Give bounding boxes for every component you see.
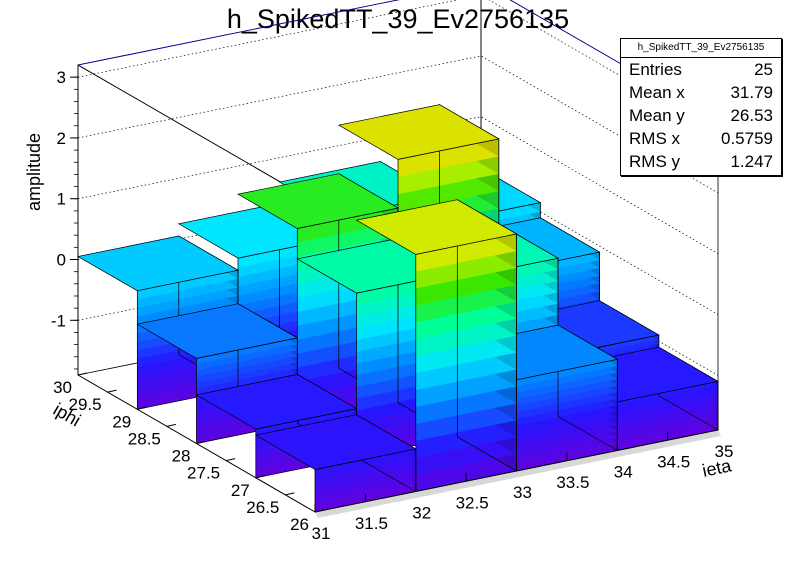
z-gridline (77, 0, 719, 133)
stats-row: Mean y 26.53 (621, 104, 781, 127)
y-tick (196, 441, 206, 444)
floor-strip (315, 430, 721, 518)
y-tick-label: 27.5 (187, 464, 220, 483)
top-edge (77, 64, 316, 203)
y-tick-label: 28 (172, 447, 191, 466)
stats-row: RMS x 0.5759 (621, 127, 781, 150)
z-axis-title: amplitude (24, 133, 44, 211)
x-tick-label: 34 (614, 463, 633, 482)
y-tick (226, 458, 236, 462)
y-tick-label: 28.5 (128, 429, 161, 448)
y-tick (107, 389, 117, 393)
z-gridline (77, 55, 719, 194)
z-tick-label: 1 (57, 190, 66, 209)
lego-bar (254, 414, 417, 513)
bar-top (237, 173, 399, 229)
stats-value: 26.53 (730, 106, 773, 125)
stats-label: Mean x (629, 83, 685, 102)
stats-row: Mean x 31.79 (621, 81, 781, 104)
x-tick-label: 31 (312, 524, 331, 543)
y-tick-label: 27 (231, 481, 250, 500)
y-tick (137, 406, 147, 410)
x-tick-label: 32 (412, 504, 431, 523)
stats-value: 0.5759 (721, 129, 773, 148)
top-back-edge (77, 0, 400, 66)
lego-bar (355, 199, 518, 492)
y-tick (255, 475, 265, 479)
lego-bar (456, 324, 619, 472)
x-tick-label: 32.5 (456, 493, 489, 512)
stats-label: RMS x (629, 129, 680, 148)
bar-top (337, 104, 500, 160)
y-tick (314, 509, 325, 513)
plot-title: h_SpikedTT_39_Ev2756135 (226, 4, 570, 34)
axes: 3131.53232.53333.53434.5352626.52727.528… (24, 65, 734, 543)
x-tick-label: 35 (715, 442, 734, 461)
z-gridline (77, 116, 719, 255)
y-tick-label: 26.5 (246, 498, 279, 517)
stats-value: 25 (754, 60, 773, 79)
stats-label: RMS y (629, 152, 680, 171)
stats-box-name: h_SpikedTT_39_Ev2756135 (621, 39, 781, 58)
x-tick-label: 34.5 (657, 452, 690, 471)
stats-row: Entries 25 (621, 58, 781, 81)
bar-top (77, 235, 239, 292)
y-tick-label: 29 (112, 412, 131, 431)
y-tick-label: 26 (290, 515, 309, 534)
lego-bars (77, 103, 719, 513)
z-tick-label: 3 (57, 68, 66, 87)
stats-value: 1.247 (730, 152, 773, 171)
y-tick (77, 372, 88, 376)
bar-top (136, 303, 299, 359)
x-tick-label: 31.5 (355, 514, 388, 533)
y-tick (166, 423, 176, 427)
z-tick-label: -1 (51, 311, 66, 330)
stats-label: Mean y (629, 106, 685, 125)
x-axis-title: ieta (700, 455, 734, 481)
y-tick (285, 492, 295, 496)
bar-top (195, 374, 358, 430)
stats-row: RMS y 1.247 (621, 150, 781, 173)
y-tick-label: 30 (53, 378, 72, 397)
stats-label: Entries (629, 60, 682, 79)
stats-value: 31.79 (730, 83, 773, 102)
bar-top (355, 199, 518, 255)
stats-box: h_SpikedTT_39_Ev2756135 Entries 25 Mean x… (620, 38, 782, 176)
x-tick-label: 33.5 (556, 473, 589, 492)
x-tick-label: 33 (513, 483, 532, 502)
z-tick-label: 0 (57, 251, 66, 270)
bar-top (254, 414, 417, 470)
z-tick-label: 2 (57, 129, 66, 148)
y-tick-label: 29.5 (69, 395, 102, 414)
